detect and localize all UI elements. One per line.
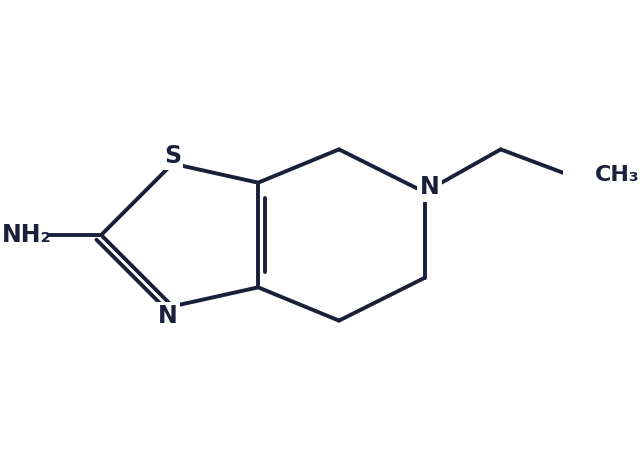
Text: N: N — [158, 304, 178, 328]
Text: S: S — [164, 144, 181, 168]
Text: CH₃: CH₃ — [595, 165, 639, 185]
Text: N: N — [419, 175, 439, 199]
Text: NH₂: NH₂ — [2, 223, 52, 247]
